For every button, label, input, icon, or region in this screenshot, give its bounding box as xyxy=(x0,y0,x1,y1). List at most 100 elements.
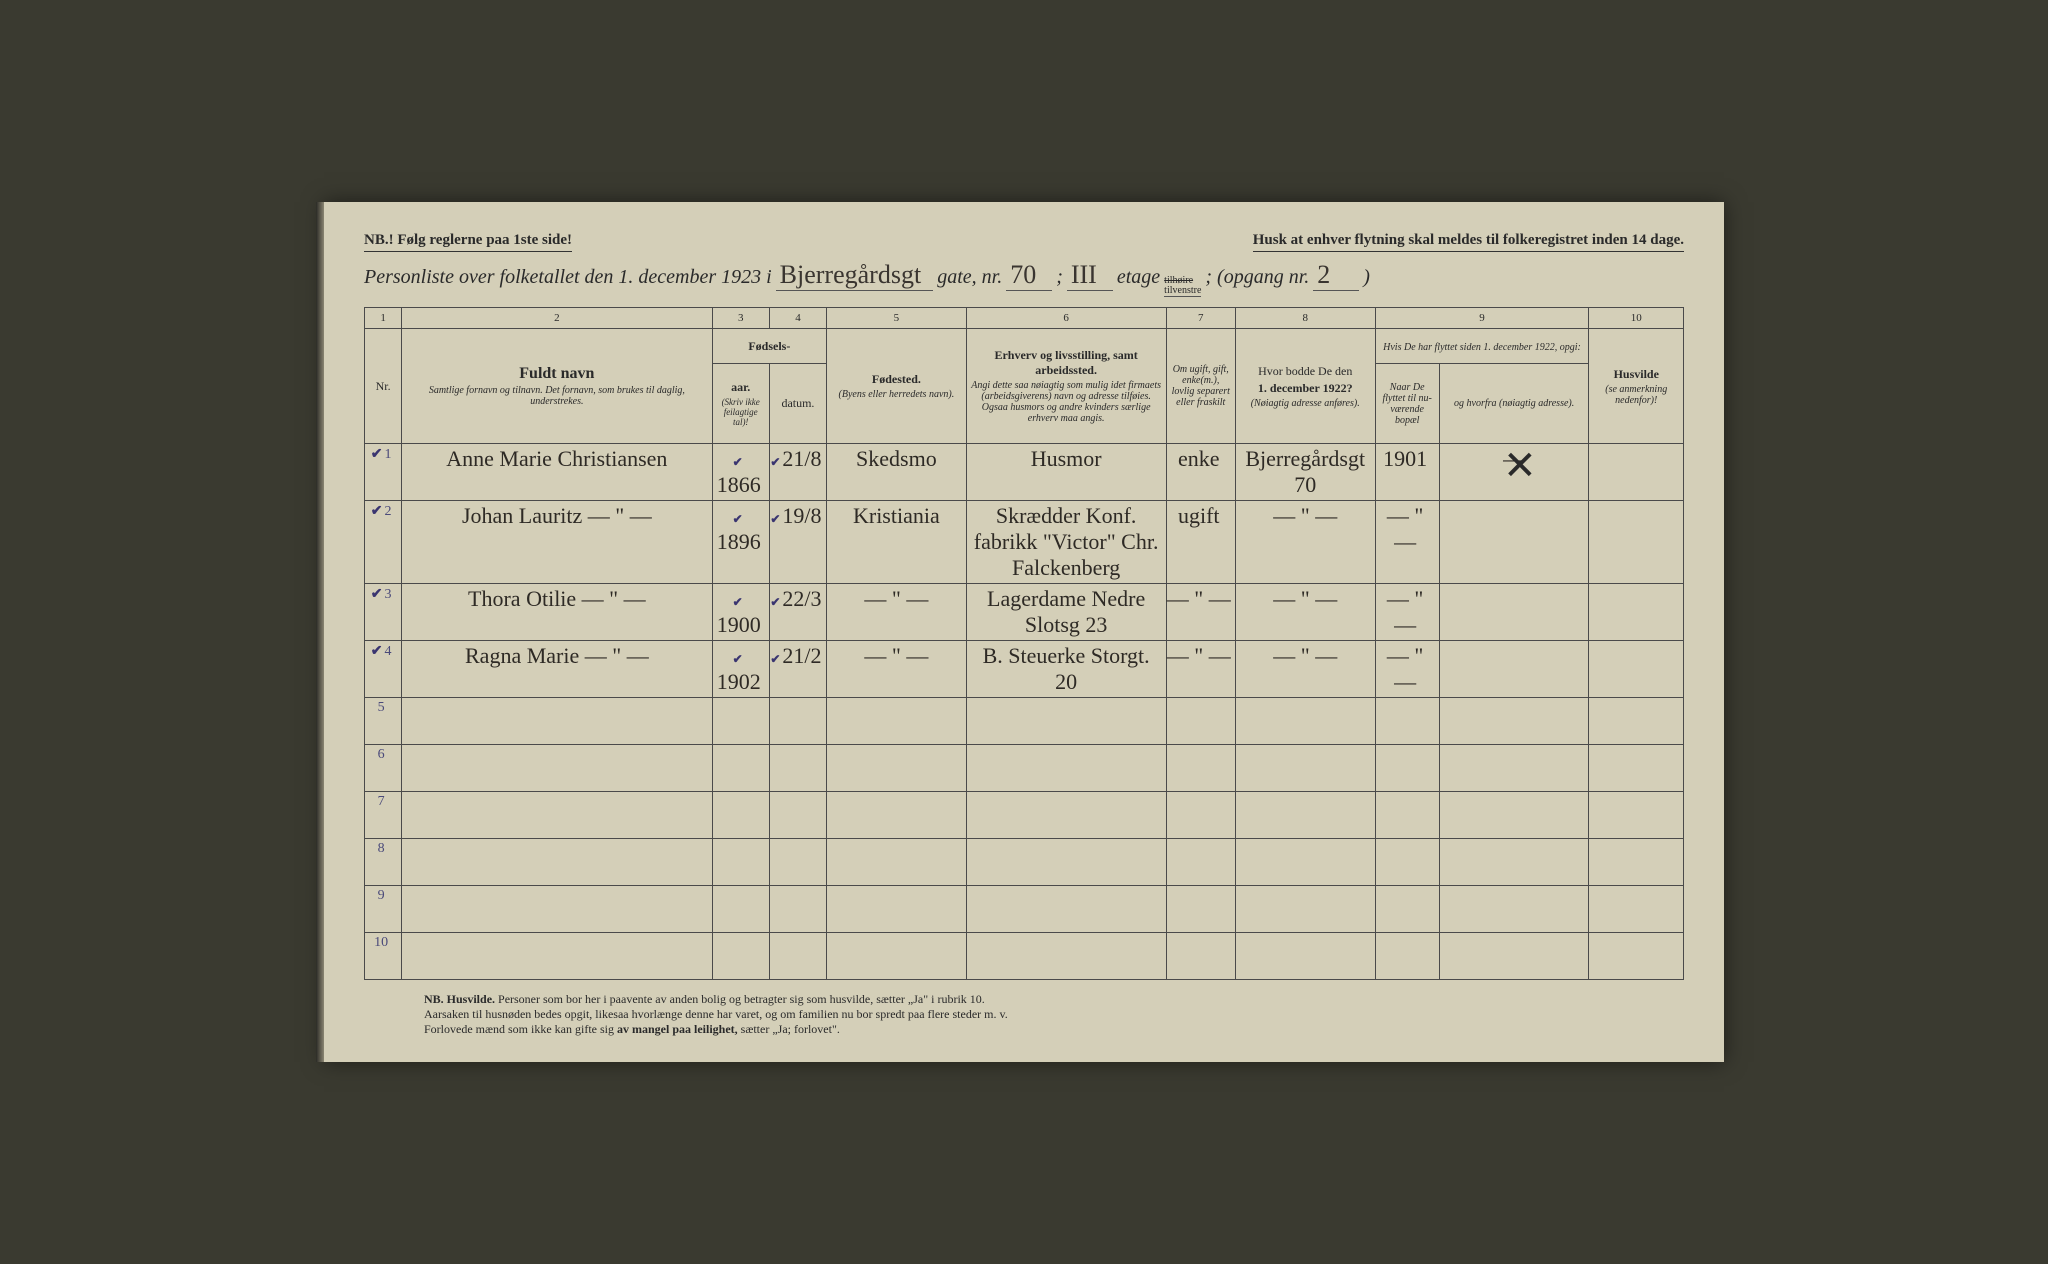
cell xyxy=(1589,792,1684,839)
cell: — " — xyxy=(827,584,967,641)
cell xyxy=(966,745,1166,792)
cell xyxy=(966,839,1166,886)
cell xyxy=(402,698,712,745)
cell: Anne Marie Christiansen xyxy=(402,444,712,501)
cell: — " — xyxy=(1166,584,1235,641)
hdr-birth-year: aar. (Skriv ikke feilagtige tal)! xyxy=(712,364,769,444)
colnum-7: 7 xyxy=(1166,308,1235,329)
cell xyxy=(1375,933,1439,980)
cell: ✔1 xyxy=(365,444,402,501)
census-form-page: NB.! Følg reglerne paa 1ste side! Husk a… xyxy=(324,202,1724,1062)
cell: Ragna Marie — " — xyxy=(402,641,712,698)
cell xyxy=(1439,745,1589,792)
cell: Kristiania xyxy=(827,501,967,584)
footer-line2: Aarsaken til husnøden bedes opgit, likes… xyxy=(424,1007,1684,1022)
cell xyxy=(712,886,769,933)
colnum-5: 5 xyxy=(827,308,967,329)
cell xyxy=(1166,933,1235,980)
cell: — " — xyxy=(1235,641,1375,698)
cell: 10 xyxy=(365,933,402,980)
title-line: Personliste over folketallet den 1. dece… xyxy=(364,260,1684,297)
hdr-nr: Nr. xyxy=(365,329,402,444)
gate-label: gate, nr. xyxy=(937,266,1002,289)
hdr-occupation: Erhverv og livsstilling, samt arbeidsste… xyxy=(966,329,1166,444)
cell xyxy=(1235,839,1375,886)
cell xyxy=(1166,886,1235,933)
colnum-6: 6 xyxy=(966,308,1166,329)
cell: Skedsmo xyxy=(827,444,967,501)
cell xyxy=(1235,886,1375,933)
table-row: 7 xyxy=(365,792,1684,839)
cell xyxy=(1589,933,1684,980)
cell: ✔1896 xyxy=(712,501,769,584)
cell: — " — xyxy=(1235,501,1375,584)
cell xyxy=(827,839,967,886)
opgang-nr: 2 xyxy=(1313,260,1359,291)
cell xyxy=(712,933,769,980)
cell xyxy=(1166,745,1235,792)
colnum-1: 1 xyxy=(365,308,402,329)
cell xyxy=(712,698,769,745)
cell xyxy=(1439,501,1589,584)
cell: B. Steuerke Storgt. 20 xyxy=(966,641,1166,698)
cell xyxy=(769,933,826,980)
sep1: ; xyxy=(1056,266,1063,289)
opgang-label: ; (opgang nr. xyxy=(1205,266,1309,289)
colnum-2: 2 xyxy=(402,308,712,329)
cell xyxy=(1375,792,1439,839)
cell xyxy=(769,839,826,886)
colnum-8: 8 xyxy=(1235,308,1375,329)
cell xyxy=(769,886,826,933)
cell xyxy=(827,698,967,745)
cell xyxy=(1375,745,1439,792)
cell xyxy=(1235,745,1375,792)
cell: 6 xyxy=(365,745,402,792)
cell xyxy=(827,745,967,792)
colnum-4: 4 xyxy=(769,308,826,329)
table-row: ✔1Anne Marie Christiansen✔1866✔21/8Skeds… xyxy=(365,444,1684,501)
cell xyxy=(712,745,769,792)
column-number-row: 1 2 3 4 5 6 7 8 9 10 xyxy=(365,308,1684,329)
cell xyxy=(827,792,967,839)
cell xyxy=(1166,839,1235,886)
cell xyxy=(1589,698,1684,745)
table-row: ✔4Ragna Marie — " —✔1902✔21/2— " —B. Ste… xyxy=(365,641,1684,698)
table-row: ✔3Thora Otilie — " —✔1900✔22/3— " —Lager… xyxy=(365,584,1684,641)
cell xyxy=(1375,698,1439,745)
hdr-husvilde: Husvilde (se anmerkning nedenfor)! xyxy=(1589,329,1684,444)
street-name: Bjerregårdsgt xyxy=(776,260,934,291)
cell: 1901 xyxy=(1375,444,1439,501)
etage-label: etage xyxy=(1117,266,1160,289)
cell xyxy=(1235,698,1375,745)
top-notices: NB.! Følg reglerne paa 1ste side! Husk a… xyxy=(364,232,1684,252)
cell xyxy=(712,839,769,886)
cell xyxy=(1166,698,1235,745)
cell: ✔22/3 xyxy=(769,584,826,641)
cell xyxy=(1589,745,1684,792)
cell xyxy=(1589,501,1684,584)
footer-line3: Forlovede mænd som ikke kan gifte sig av… xyxy=(424,1022,1684,1037)
cell: Thora Otilie — " — xyxy=(402,584,712,641)
cell xyxy=(1589,444,1684,501)
hdr-birth-date: datum. xyxy=(769,364,826,444)
cell xyxy=(1439,584,1589,641)
cell xyxy=(402,745,712,792)
cell xyxy=(769,745,826,792)
cell xyxy=(827,886,967,933)
table-row: 6 xyxy=(365,745,1684,792)
cell: — xyxy=(1439,444,1589,501)
table-body: ✔1Anne Marie Christiansen✔1866✔21/8Skeds… xyxy=(365,444,1684,980)
cell xyxy=(1589,886,1684,933)
cell xyxy=(827,933,967,980)
cell: — " — xyxy=(1375,641,1439,698)
cell: Husmor xyxy=(966,444,1166,501)
cell: ✔21/8 xyxy=(769,444,826,501)
cell: — " — xyxy=(1166,641,1235,698)
cell: Johan Lauritz — " — xyxy=(402,501,712,584)
cell: Lagerdame Nedre Slotsg 23 xyxy=(966,584,1166,641)
cell xyxy=(1375,886,1439,933)
cell xyxy=(966,886,1166,933)
hdr-moved-from: og hvorfra (nøiagtig adresse). xyxy=(1439,364,1589,444)
cell xyxy=(712,792,769,839)
hdr-marital: Om ugift, gift, enke(m.), lovlig separer… xyxy=(1166,329,1235,444)
